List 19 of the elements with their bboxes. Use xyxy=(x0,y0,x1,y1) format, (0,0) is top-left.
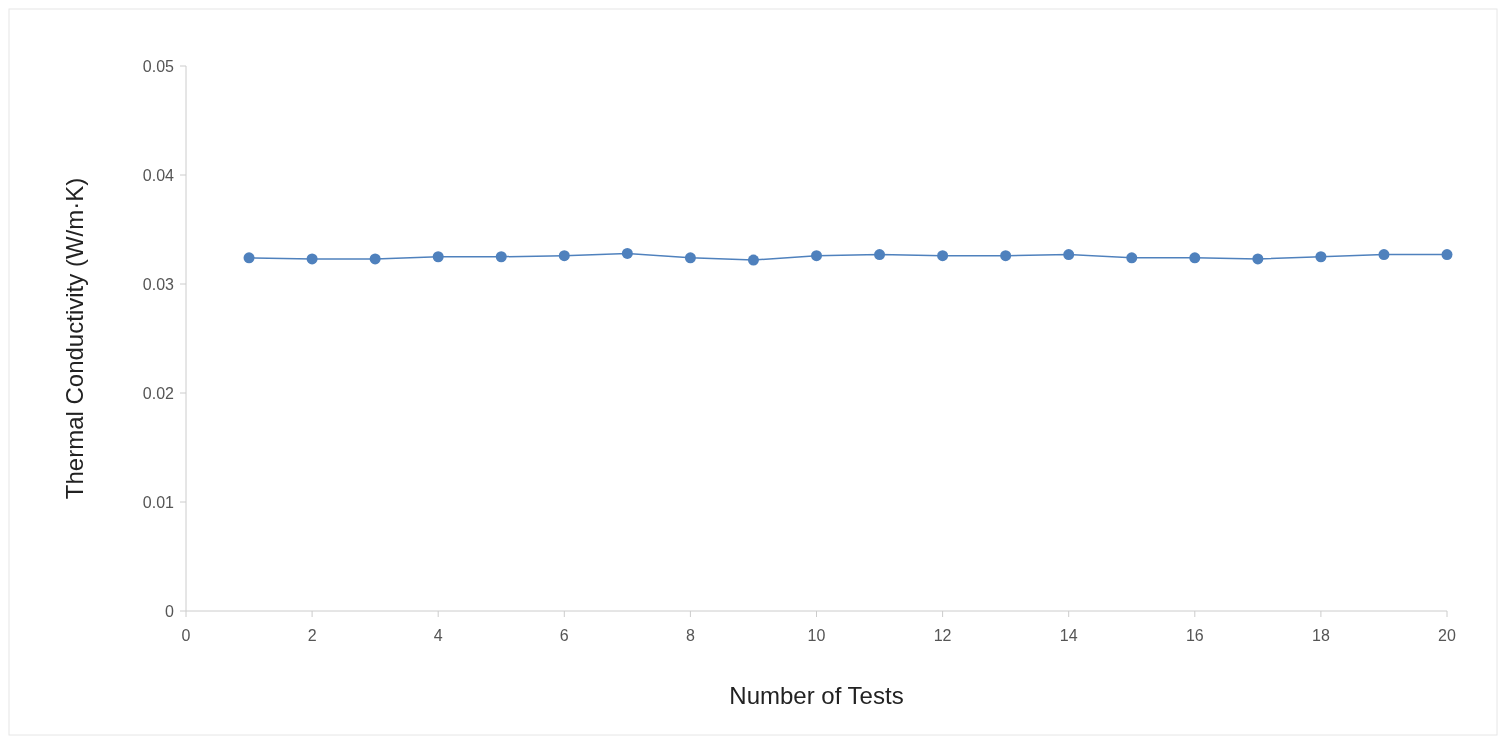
x-tick-label: 8 xyxy=(685,627,695,644)
x-tick-label: 2 xyxy=(307,627,317,644)
x-tick-label: 18 xyxy=(1312,627,1330,644)
x-tick-label: 0 xyxy=(181,627,191,644)
y-tick-label: 0.03 xyxy=(142,275,175,293)
x-tick-label: 6 xyxy=(559,627,569,644)
x-tick-label: 16 xyxy=(1185,627,1204,644)
y-axis-title: Thermal Conductivity (W/m·K) xyxy=(61,177,88,500)
y-tick-label: 0.05 xyxy=(142,57,175,75)
x-tick-label: 4 xyxy=(433,627,443,644)
x-axis-title: Number of Tests xyxy=(729,682,904,709)
x-tick-label: 14 xyxy=(1059,627,1078,644)
y-tick-label: 0.02 xyxy=(142,384,175,402)
y-tick-label: 0.04 xyxy=(142,166,175,184)
y-tick-label: 0 xyxy=(165,602,175,620)
y-tick-label: 0.01 xyxy=(142,493,175,511)
x-tick-label: 20 xyxy=(1438,627,1456,644)
x-tick-label: 12 xyxy=(933,627,952,644)
x-tick-label: 10 xyxy=(807,627,826,644)
